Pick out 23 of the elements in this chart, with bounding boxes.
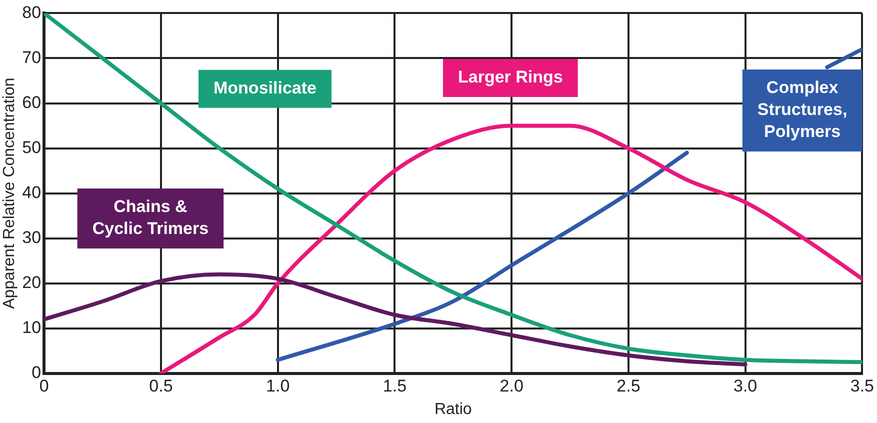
y-tick-label: 60 <box>22 92 42 112</box>
x-tick-label: 2.5 <box>616 376 640 396</box>
y-tick-label: 0 <box>32 363 42 382</box>
y-tick-label: 10 <box>22 318 42 338</box>
text: Chains & Cyclic Trimers <box>92 197 209 238</box>
x-tick-label: 1.5 <box>382 376 407 396</box>
series-label: Complex Structures, Polymers <box>757 78 848 142</box>
y-tick-label: 80 <box>22 2 42 22</box>
x-tick-label: 2.0 <box>500 376 524 396</box>
x-tick-label: 3.0 <box>733 376 758 396</box>
y-tick-label: 70 <box>22 48 42 67</box>
y-tick-label: 50 <box>22 138 42 157</box>
y-tick-label: 30 <box>22 228 42 248</box>
x-tick-label: 0.5 <box>149 376 173 396</box>
y-tick-label: 20 <box>22 273 42 292</box>
text: Monosilicate <box>214 78 316 98</box>
y-axis-title: Apparent Relative Concentration <box>1 78 18 309</box>
x-tick-label: 3.5 <box>850 376 874 396</box>
x-tick-label: 1.0 <box>266 376 290 396</box>
text: Larger Rings <box>458 68 563 87</box>
x-axis-title: Ratio <box>434 400 472 418</box>
y-tick-label: 40 <box>22 182 42 202</box>
line-series <box>44 272 748 366</box>
